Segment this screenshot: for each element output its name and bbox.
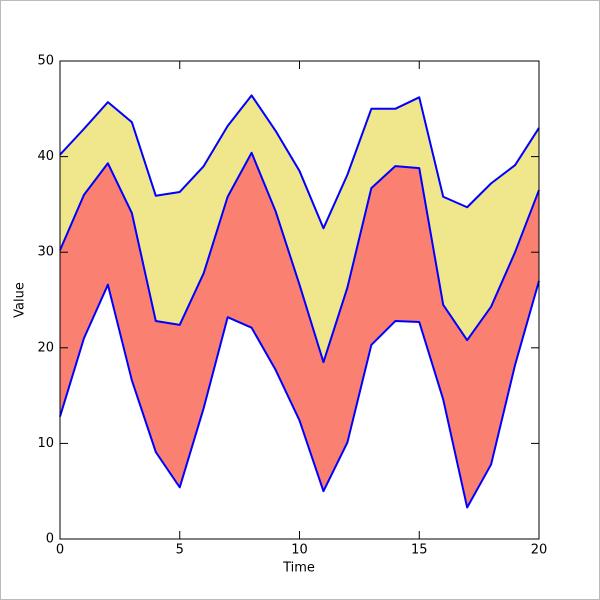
y-tick-label: 10 (37, 436, 54, 451)
y-tick-label: 20 (37, 340, 54, 355)
series-line (59, 151, 540, 364)
x-tick-label: 20 (531, 543, 548, 558)
y-axis-label: Value (13, 282, 28, 318)
plot-area (59, 94, 540, 509)
y-tick-label: 50 (37, 54, 54, 69)
area-fill (60, 95, 539, 363)
area-fill (60, 152, 539, 508)
x-axis-label: Time (282, 561, 315, 576)
x-tick-label: 5 (176, 543, 184, 558)
series-line (59, 94, 540, 230)
y-tick-label: 0 (46, 532, 54, 547)
series-line (59, 280, 540, 509)
x-tick-label: 10 (291, 543, 308, 558)
x-tick-label: 0 (56, 543, 64, 558)
y-tick-label: 30 (37, 245, 54, 260)
x-tick-label: 15 (411, 543, 428, 558)
y-tick-label: 40 (37, 149, 54, 164)
